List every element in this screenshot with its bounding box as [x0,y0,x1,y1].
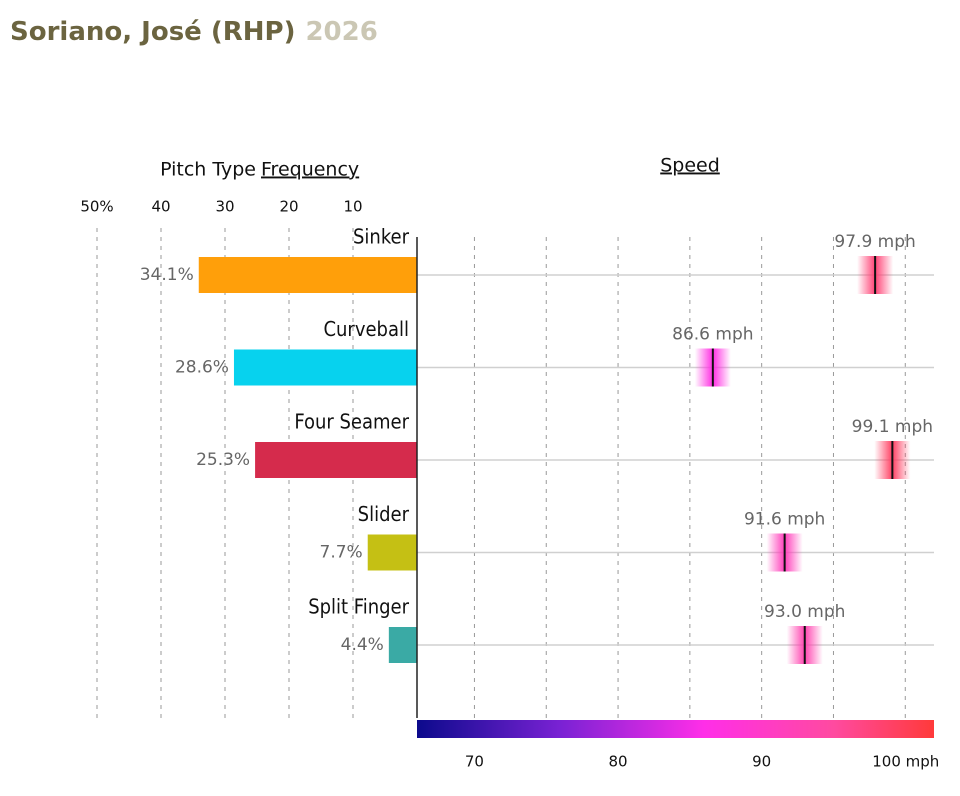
value-label: 99.1 mph [852,417,933,437]
x-tick-label: 10 [343,198,362,216]
value-label: 28.6% [175,358,229,378]
category-label: Slider [358,502,410,526]
x-tick-label: 80 [609,753,628,771]
value-label: 4.4% [341,635,384,655]
bar [255,442,417,478]
category-label: Four Seamer [294,410,409,434]
season: 2026 [305,17,377,47]
bar [198,257,417,293]
value-label: 91.6 mph [744,510,825,530]
x-tick-label: 30 [215,198,234,216]
x-tick-label: 100 mph [872,753,939,771]
value-label: 86.6 mph [672,325,753,345]
value-label: 7.7% [320,543,363,563]
x-tick-label: 50% [80,198,113,216]
x-tick-label: 90 [752,753,771,771]
value-label: 97.9 mph [834,232,915,252]
bar [367,534,417,571]
speed-title[interactable]: Speed [660,155,720,177]
x-tick-label: 40 [151,198,170,216]
colorbar [417,720,934,738]
x-tick-label: 70 [465,753,484,771]
bar [233,349,417,386]
category-label: Sinker [353,225,410,249]
page-title: Soriano, José (RHP) 2026 [10,17,378,47]
value-label: 93.0 mph [764,602,845,622]
category-label: Curveball [323,317,409,341]
value-label: 25.3% [196,450,250,470]
bar [388,627,417,663]
x-tick-label: 20 [279,198,298,216]
frequency-title[interactable]: Frequency [261,159,359,181]
category-label: Split Finger [308,595,409,619]
panel-label: Pitch Type [160,159,256,181]
player-name: Soriano, José (RHP) [10,17,295,47]
value-label: 34.1% [140,265,194,285]
